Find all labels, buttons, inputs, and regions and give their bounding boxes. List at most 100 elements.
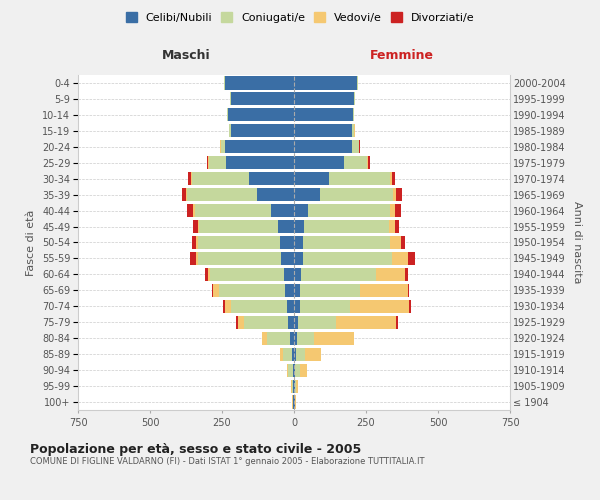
Bar (367, 156, 368, 170)
Bar (187, 204, 193, 217)
Bar (236, 316, 238, 329)
Bar (225, 76, 294, 90)
Bar (305, 348, 321, 360)
Bar (294, 92, 355, 106)
Bar (294, 300, 300, 313)
Bar (391, 172, 392, 185)
Bar (192, 236, 196, 249)
Bar (389, 220, 395, 233)
Bar (297, 332, 314, 345)
Bar (360, 284, 408, 297)
Bar (408, 284, 409, 297)
Bar (300, 284, 360, 297)
Bar (287, 364, 288, 376)
Bar (391, 204, 395, 217)
Bar (230, 92, 294, 106)
Bar (392, 172, 395, 185)
Bar (226, 156, 294, 170)
Bar (280, 236, 294, 249)
Bar (302, 252, 392, 265)
Bar (186, 188, 187, 201)
Bar (208, 268, 211, 281)
Y-axis label: Anni di nascita: Anni di nascita (572, 201, 583, 284)
Bar (281, 252, 294, 265)
Bar (196, 252, 197, 265)
Bar (207, 156, 208, 170)
Bar (298, 316, 336, 329)
Bar (244, 316, 288, 329)
Bar (296, 348, 305, 360)
Bar (294, 76, 358, 90)
Bar (294, 348, 296, 360)
Bar (197, 252, 281, 265)
Bar (294, 316, 298, 329)
Bar (401, 236, 405, 249)
Bar (294, 108, 353, 122)
Bar (294, 332, 297, 345)
Bar (262, 332, 266, 345)
Legend: Celibi/Nubili, Coniugati/e, Vedovi/e, Divorziati/e: Celibi/Nubili, Coniugati/e, Vedovi/e, Di… (121, 8, 479, 28)
Bar (194, 204, 271, 217)
Bar (396, 188, 402, 201)
Bar (294, 284, 300, 297)
Bar (294, 268, 301, 281)
Bar (288, 364, 293, 376)
Bar (295, 364, 300, 376)
Bar (229, 124, 230, 138)
Bar (408, 252, 415, 265)
Bar (294, 124, 352, 138)
Bar (197, 220, 199, 233)
Bar (288, 316, 294, 329)
Bar (223, 300, 225, 313)
Bar (336, 316, 396, 329)
Bar (329, 172, 391, 185)
Bar (352, 140, 359, 153)
Bar (228, 108, 294, 122)
Bar (294, 140, 352, 153)
Bar (395, 204, 401, 217)
Bar (294, 156, 344, 170)
Bar (199, 220, 278, 233)
Bar (209, 156, 226, 170)
Bar (294, 172, 329, 185)
Bar (221, 140, 225, 153)
Bar (219, 284, 286, 297)
Bar (193, 220, 197, 233)
Bar (352, 124, 355, 138)
Bar (295, 380, 296, 392)
Bar (230, 124, 294, 138)
Bar (212, 284, 214, 297)
Bar (197, 236, 280, 249)
Bar (287, 300, 294, 313)
Bar (193, 204, 194, 217)
Bar (294, 252, 302, 265)
Bar (190, 252, 196, 265)
Bar (405, 268, 408, 281)
Bar (344, 156, 367, 170)
Bar (409, 300, 410, 313)
Text: Maschi: Maschi (161, 50, 211, 62)
Bar (214, 284, 219, 297)
Bar (182, 188, 186, 201)
Bar (283, 348, 292, 360)
Bar (350, 300, 409, 313)
Bar (290, 332, 294, 345)
Text: Femmine: Femmine (370, 50, 434, 62)
Bar (294, 220, 304, 233)
Text: Popolazione per età, sesso e stato civile - 2005: Popolazione per età, sesso e stato civil… (30, 442, 361, 456)
Bar (300, 364, 307, 376)
Bar (320, 188, 394, 201)
Bar (191, 172, 192, 185)
Bar (368, 156, 370, 170)
Bar (211, 268, 284, 281)
Bar (294, 204, 308, 217)
Bar (376, 268, 405, 281)
Bar (292, 348, 294, 360)
Bar (187, 188, 257, 201)
Bar (196, 236, 197, 249)
Bar (294, 236, 302, 249)
Bar (391, 236, 401, 249)
Bar (257, 188, 294, 201)
Bar (188, 172, 191, 185)
Bar (302, 236, 391, 249)
